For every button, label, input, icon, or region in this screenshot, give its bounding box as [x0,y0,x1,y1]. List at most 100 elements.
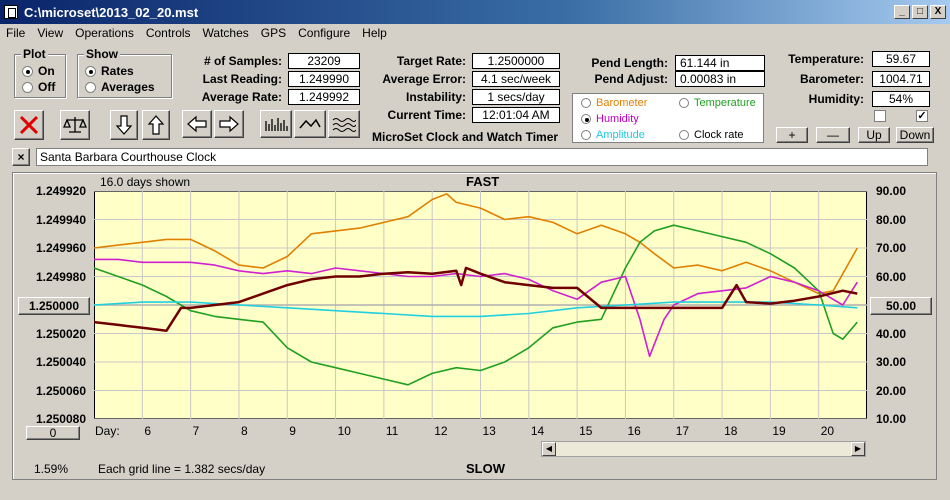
x-tick-label: 8 [240,424,248,438]
series-temperature-line [93,224,858,386]
horizontal-scrollbar[interactable]: ◀ ▶ [541,441,866,457]
pend-length-field[interactable]: 61.144 in [675,55,765,71]
show-rates-label: Rates [101,64,134,78]
humidity-radio[interactable]: Humidity [581,113,639,125]
clock-rate-legend-label: Clock rate [694,129,744,141]
right-tick-label: 90.00 [876,184,907,198]
x-tick-label: 6 [144,424,151,438]
close-icon: × [17,150,25,164]
chart-plot-area [93,190,868,420]
chart-svg [93,190,868,420]
left-tick-label: 1.249940 [35,212,86,227]
up-arrow-button[interactable] [142,110,170,140]
maximize-button[interactable]: □ [912,5,928,19]
last-reading-field: 1.249990 [288,71,360,87]
radio-icon [679,130,689,140]
right-checkbox[interactable]: ✓ [916,110,928,122]
bars-view-button[interactable] [260,110,292,138]
close-button[interactable]: X [930,5,946,19]
barometer-label: Barometer: [799,72,864,86]
left-tick-label: 1.250020 [35,326,86,341]
bar-chart-icon [265,118,288,131]
pend-adjust-label: Pend Adjust: [594,72,668,86]
plot-off-radio[interactable]: Off [22,80,55,94]
clock-description-field[interactable]: Santa Barbara Courthouse Clock [36,148,928,166]
humidity-legend-label: Humidity [596,113,639,125]
radio-icon [85,81,96,93]
plot-on-radio[interactable]: On [22,64,55,78]
radio-icon [679,98,689,108]
line-view-button[interactable] [294,110,326,138]
scale-plus-button[interactable]: + [776,127,808,143]
down-arrow-button[interactable] [110,110,138,140]
menu-help[interactable]: Help [362,26,387,40]
clock-rate-radio[interactable]: Clock rate [679,129,744,141]
show-rates-radio[interactable]: Rates [85,64,134,78]
target-rate-field[interactable]: 1.2500000 [472,53,560,69]
plot-group-title: Plot [21,47,48,61]
instability-label: Instability: [405,90,466,104]
menu-controls[interactable]: Controls [145,26,191,40]
left-center-button[interactable]: 1.250000 [18,297,90,315]
average-rate-label: Average Rate: [201,90,282,104]
app-icon [4,5,18,19]
clear-description-button[interactable]: × [12,148,30,166]
scroll-position-button[interactable]: 0 [26,426,80,440]
current-time-field: 12:01:04 AM [472,107,560,123]
menu-operations[interactable]: Operations [75,26,134,40]
aux-series-legend: Barometer Temperature Humidity Amplitude… [572,93,764,143]
target-rate-label: Target Rate: [396,54,466,68]
x-icon [19,115,39,135]
minimize-button[interactable]: _ [894,5,910,19]
average-error-field: 4.1 sec/week [472,71,560,87]
humidity-label: Humidity: [808,92,864,106]
show-averages-radio[interactable]: Averages [85,80,155,94]
x-tick-label: 15 [579,424,593,438]
menu-view[interactable]: View [37,26,64,40]
delete-button[interactable] [14,110,44,140]
scale-up-button[interactable]: Up [858,127,890,143]
temperature-field: 59.67 [872,51,930,67]
left-arrow-button[interactable] [182,110,212,138]
barometer-field: 1004.71 [872,71,930,87]
wave-icon [332,118,356,132]
pend-adjust-field[interactable]: 0.00083 in [675,71,765,87]
fast-label: FAST [466,174,500,189]
scroll-left-icon[interactable]: ◀ [542,442,556,456]
radio-icon [581,98,591,108]
app-name-label: MicroSet Clock and Watch Timer [372,130,559,144]
x-tick-label: 12 [434,424,448,438]
right-tick-label: 40.00 [876,326,907,341]
amplitude-radio[interactable]: Amplitude [581,129,645,141]
menu-file[interactable]: File [6,26,26,40]
scroll-right-icon[interactable]: ▶ [851,442,865,456]
plot-off-label: Off [38,80,56,94]
temperature-radio[interactable]: Temperature [679,97,756,109]
percent-label: 1.59% [34,462,69,476]
wave-view-button[interactable] [328,110,360,138]
menu-watches[interactable]: Watches [202,26,249,40]
last-reading-label: Last Reading: [202,72,282,86]
x-tick-label: 18 [724,424,738,438]
samples-label: # of Samples: [203,54,282,68]
menu-gps[interactable]: GPS [260,26,287,40]
average-error-label: Average Error: [382,72,466,86]
left-tick-label: 1.250080 [35,412,86,426]
barometer-radio[interactable]: Barometer [581,97,647,109]
scale-minus-button[interactable]: — [816,127,850,143]
amplitude-legend-label: Amplitude [596,129,645,141]
show-averages-label: Averages [101,80,155,94]
x-tick-label: 7 [192,424,200,438]
samples-field: 23209 [288,53,360,69]
right-center-button[interactable]: 50.00 [870,297,932,315]
plot-on-label: On [38,64,55,78]
balance-button[interactable] [60,110,90,140]
humidity-field: 54% [872,91,930,107]
right-arrow-button[interactable] [214,110,244,138]
right-tick-label: 20.00 [876,383,907,398]
right-tick-label: 80.00 [876,212,907,227]
temperature-legend-label: Temperature [694,97,756,109]
menu-configure[interactable]: Configure [298,26,351,40]
scale-down-button[interactable]: Down [896,127,934,143]
left-checkbox[interactable] [874,110,886,122]
